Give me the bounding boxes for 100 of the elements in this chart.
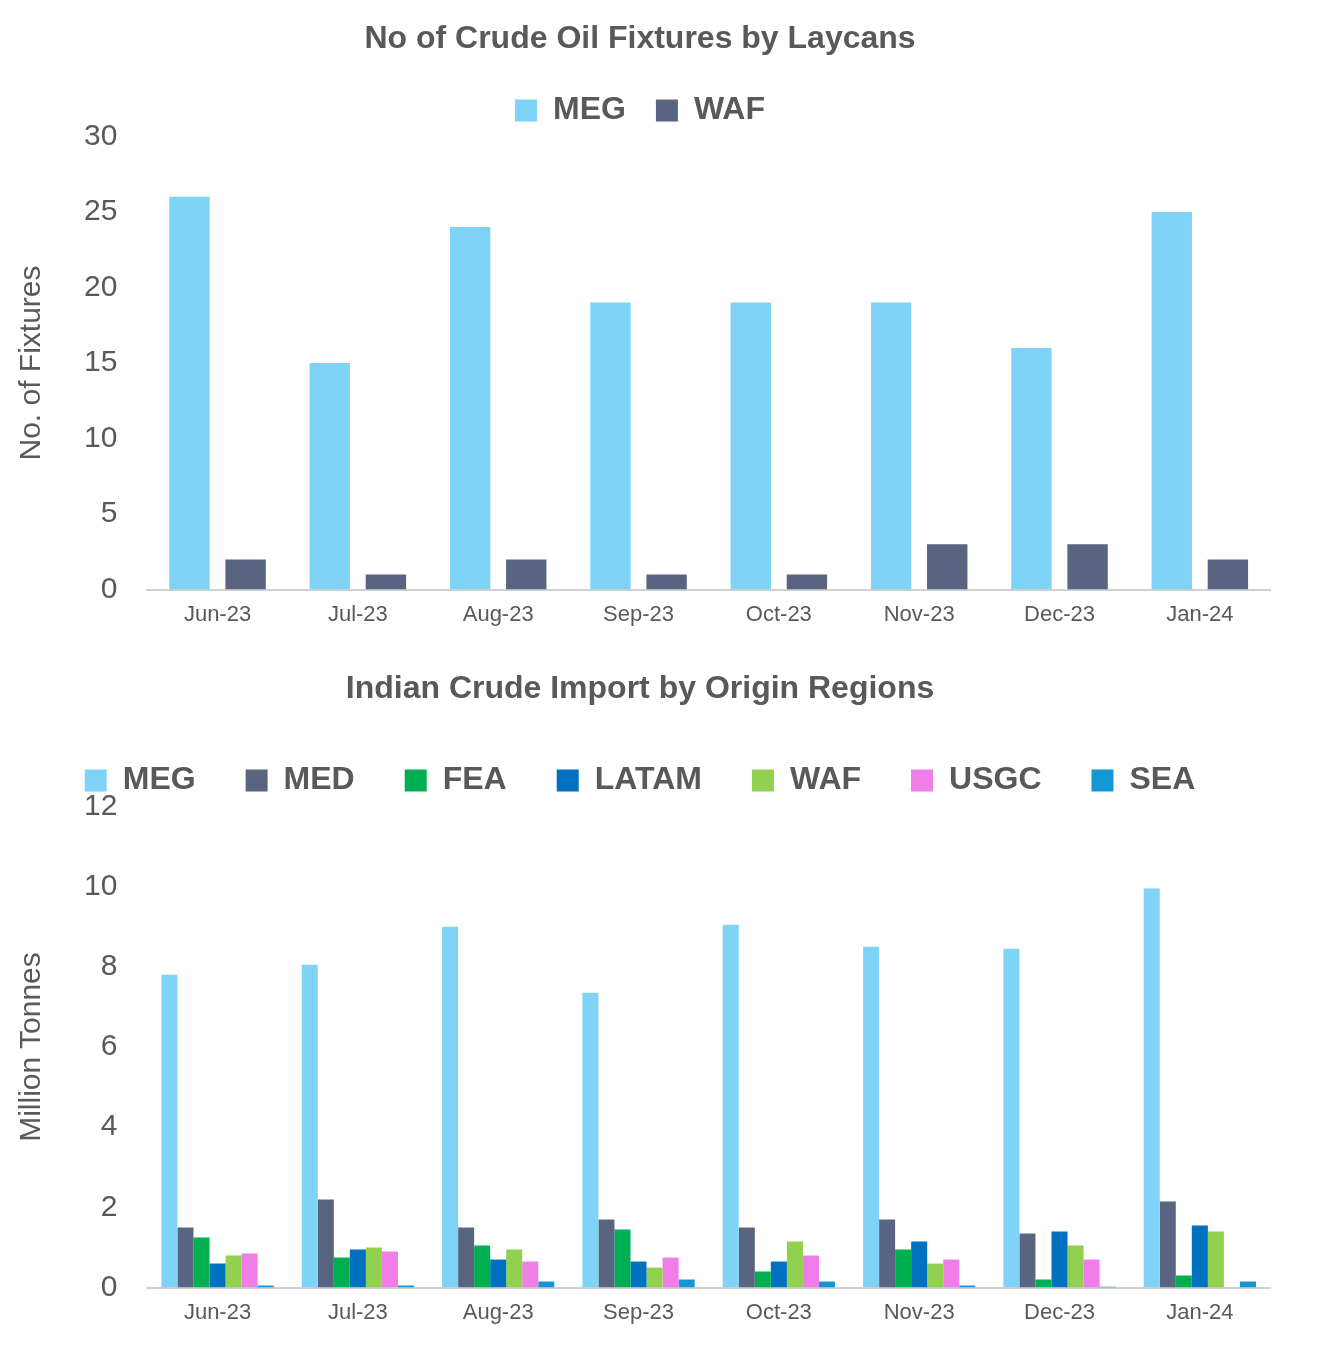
y-tick-label: 8 [100,948,118,982]
y-tick-label: 20 [83,268,118,302]
bar [786,574,828,590]
bar [590,302,631,590]
x-tick-label: Sep-23 [603,600,674,626]
bar [646,574,687,590]
bar [1143,888,1160,1288]
bar [449,227,491,590]
legend-label: WAF [693,90,765,127]
bar [381,1251,398,1288]
bar [490,1259,507,1288]
y-tick-label: 0 [100,570,118,604]
bar [786,1241,803,1288]
bar [177,1227,194,1288]
bar [911,1241,928,1288]
bar [365,574,407,590]
bar [1151,211,1192,590]
bar [506,559,547,590]
x-tick-label: Nov-23 [883,1298,955,1324]
bar [209,1263,226,1288]
y-tick-label: 4 [100,1108,118,1142]
bar [522,1261,539,1288]
bar [1207,1231,1224,1288]
y-tick-label: 30 [83,117,118,151]
bar [474,1245,491,1288]
x-tick-label: Jul-23 [327,1298,388,1324]
legend-label: WAF [789,760,862,797]
x-tick-label: Dec-23 [1024,1298,1095,1324]
x-tick-label: Jan-24 [1166,600,1234,626]
bar [333,1257,350,1288]
bar [646,1267,663,1288]
x-tick-label: Oct-23 [745,600,812,626]
bar [943,1259,960,1288]
y-tick-label: 25 [83,193,118,227]
bar [738,1227,755,1288]
bar [1207,559,1249,590]
x-tick-label: Jul-23 [327,600,388,626]
chart-title: Indian Crude Import by Origin Regions [345,669,935,706]
bar [1067,1245,1084,1288]
bar [1011,347,1052,590]
y-axis-title: No. of Fixtures [13,265,47,461]
bar [1051,1231,1068,1288]
y-tick-label: 2 [100,1188,118,1222]
bar [598,1219,615,1288]
bar [506,1249,523,1288]
bar [722,924,739,1288]
x-tick-label: Oct-23 [745,1298,812,1324]
bar [582,992,599,1288]
bar [349,1249,366,1288]
bar [863,946,880,1288]
bar [630,1261,647,1288]
bar [301,964,318,1288]
bar [730,302,771,590]
x-tick-label: Jun-23 [183,1298,252,1324]
bar [1003,948,1020,1288]
bar [895,1249,912,1288]
legend-label: FEA [442,760,507,797]
x-tick-label: Dec-23 [1024,600,1095,626]
y-tick-label: 0 [100,1268,118,1302]
bar [1019,1233,1036,1288]
bar [442,926,459,1288]
y-tick-label: 10 [83,419,118,453]
legend-label: SEA [1129,760,1196,797]
y-tick-label: 5 [100,495,118,529]
bar [1175,1275,1192,1288]
legend-label: MEG [553,90,626,127]
bar [1083,1259,1100,1288]
x-tick-label: Sep-23 [603,1298,674,1324]
bar [365,1247,382,1288]
bar [927,544,968,590]
legend-label: MEG [122,760,196,797]
bar [1159,1201,1176,1288]
bar [870,302,912,590]
bar [770,1261,787,1288]
bar [662,1257,679,1288]
bar [241,1253,258,1288]
bar [614,1229,631,1288]
x-tick-label: Jun-23 [183,600,252,626]
bar [879,1219,896,1288]
bar [193,1237,210,1288]
legend-label: MED [283,760,355,797]
bar [754,1271,771,1288]
x-tick-label: Aug-23 [462,1298,534,1324]
bar [802,1255,819,1288]
y-tick-label: 12 [83,787,118,821]
bar [317,1199,334,1288]
bar [1067,544,1108,590]
bar [927,1263,944,1288]
bar [161,974,178,1288]
legend-label: LATAM [594,760,702,797]
bar [169,196,210,590]
x-tick-label: Nov-23 [883,600,955,626]
x-tick-label: Jan-24 [1166,1298,1234,1324]
y-axis-title: Million Tonnes [13,952,47,1142]
bar [458,1227,475,1288]
y-tick-label: 10 [83,867,118,901]
bar [309,363,350,590]
bar [1191,1225,1208,1288]
legend-label: USGC [949,760,1042,797]
y-tick-label: 6 [100,1028,118,1062]
